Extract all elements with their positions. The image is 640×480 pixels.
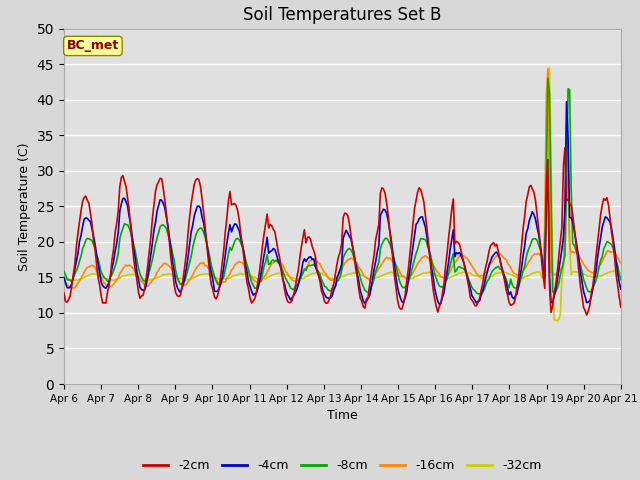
-2cm [617,304,625,310]
-8cm [589,285,596,291]
-2cm [244,286,252,292]
-32cm [244,272,252,278]
-4cm [617,286,625,292]
-16cm [617,260,625,266]
-2cm [583,312,591,318]
-16cm [305,259,313,265]
-4cm [563,99,570,105]
Line: -16cm: -16cm [64,69,621,288]
-32cm [303,274,311,279]
-2cm [129,241,136,247]
Line: -4cm: -4cm [64,102,621,304]
-32cm [60,275,68,280]
-16cm [130,266,138,272]
-32cm [129,271,136,277]
-16cm [544,66,552,72]
-4cm [60,275,68,281]
-8cm [617,276,625,282]
-2cm [561,145,569,151]
-4cm [435,301,443,307]
-8cm [226,244,234,250]
-2cm [254,279,262,285]
-32cm [254,276,262,282]
-2cm [60,290,68,296]
-8cm [544,75,552,81]
-16cm [60,276,68,282]
-8cm [244,267,252,273]
Line: -8cm: -8cm [64,78,621,295]
-16cm [246,272,254,278]
-4cm [589,286,596,291]
-2cm [589,283,596,288]
-32cm [546,65,554,71]
-2cm [303,235,311,240]
-4cm [303,256,311,262]
Text: BC_met: BC_met [67,39,119,52]
Legend: -2cm, -4cm, -8cm, -16cm, -32cm: -2cm, -4cm, -8cm, -16cm, -32cm [138,454,547,477]
X-axis label: Time: Time [327,409,358,422]
-4cm [226,222,234,228]
-16cm [589,270,596,276]
-4cm [254,286,262,292]
-4cm [129,233,136,239]
-16cm [255,279,263,285]
-8cm [254,283,262,288]
-32cm [617,270,625,276]
-8cm [477,292,485,298]
-16cm [70,285,77,291]
Title: Soil Temperatures Set B: Soil Temperatures Set B [243,6,442,24]
-32cm [554,318,561,324]
-8cm [303,264,311,269]
-8cm [60,269,68,275]
-32cm [226,275,234,281]
Line: -32cm: -32cm [64,68,621,321]
-16cm [228,267,236,273]
-32cm [589,274,596,280]
Line: -2cm: -2cm [64,148,621,315]
-2cm [226,189,234,194]
-4cm [244,279,252,285]
-8cm [129,237,136,242]
Y-axis label: Soil Temperature (C): Soil Temperature (C) [18,142,31,271]
